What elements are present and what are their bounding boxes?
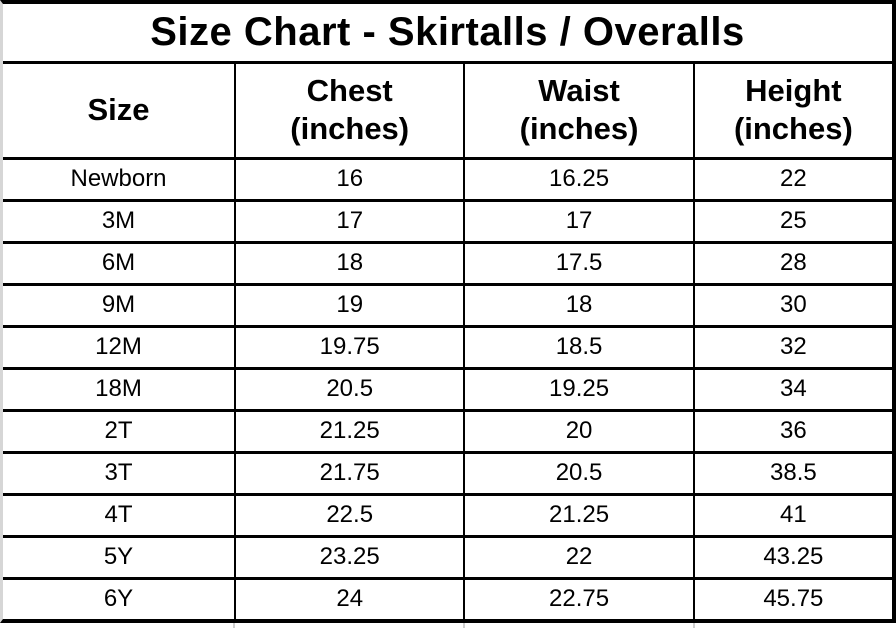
height-value: 36	[692, 408, 892, 454]
size-value: 6Y	[3, 576, 237, 619]
waist-value: 18	[463, 282, 695, 328]
table-row: 5Y 23.25 22 43.25	[3, 534, 892, 580]
size-value: 4T	[3, 492, 237, 538]
title-row: Size Chart - Skirtalls / Overalls	[3, 4, 892, 64]
waist-value: 22	[463, 534, 695, 580]
chest-value: 16	[234, 156, 466, 202]
chest-value: 20.5	[234, 366, 466, 412]
table-row: 2T 21.25 20 36	[3, 408, 892, 454]
column-header-chest: Chest (inches)	[234, 60, 466, 160]
waist-value: 20.5	[463, 450, 695, 496]
header-chest-sub: (inches)	[290, 111, 410, 147]
header-height-label: Height	[745, 73, 842, 109]
size-chart: Size Chart - Skirtalls / Overalls Size C…	[3, 4, 892, 619]
chest-value: 22.5	[234, 492, 466, 538]
table-row: 18M 20.5 19.25 34	[3, 366, 892, 412]
column-divider-stub	[233, 623, 235, 628]
table-row: 6M 18 17.5 28	[3, 240, 892, 286]
height-value: 32	[692, 324, 892, 370]
header-height-sub: (inches)	[733, 111, 853, 147]
size-value: 5Y	[3, 534, 237, 580]
header-size-label: Size	[87, 92, 150, 128]
chest-value: 21.75	[234, 450, 466, 496]
height-value: 34	[692, 366, 892, 412]
height-value: 30	[692, 282, 892, 328]
table-row: 4T 22.5 21.25 41	[3, 492, 892, 538]
waist-value: 18.5	[463, 324, 695, 370]
height-value: 22	[692, 156, 892, 202]
column-header-height: Height (inches)	[692, 60, 892, 160]
header-chest-label: Chest	[306, 73, 393, 109]
size-value: 6M	[3, 240, 237, 286]
header-waist-label: Waist	[538, 73, 620, 109]
waist-value: 16.25	[463, 156, 695, 202]
chest-value: 19.75	[234, 324, 466, 370]
size-value: 3T	[3, 450, 237, 496]
height-value: 25	[692, 198, 892, 244]
column-divider-stub	[463, 623, 465, 628]
column-header-size: Size	[3, 60, 237, 160]
height-value: 28	[692, 240, 892, 286]
size-value: 18M	[3, 366, 237, 412]
table-title: Size Chart - Skirtalls / Overalls	[3, 4, 892, 64]
header-waist-sub: (inches)	[519, 111, 639, 147]
chest-value: 17	[234, 198, 466, 244]
chest-value: 24	[234, 576, 466, 619]
header-row: Size Chest (inches) Waist (inches) Height(…	[3, 60, 892, 160]
size-value: 12M	[3, 324, 237, 370]
size-value: 3M	[3, 198, 237, 244]
height-value: 38.5	[692, 450, 892, 496]
height-value: 41	[692, 492, 892, 538]
size-value: 9M	[3, 282, 237, 328]
waist-value: 20	[463, 408, 695, 454]
column-header-waist: Waist (inches)	[463, 60, 695, 160]
table-row: Newborn 16 16.25 22	[3, 156, 892, 202]
table-row: 3T 21.75 20.5 38.5	[3, 450, 892, 496]
waist-value: 21.25	[463, 492, 695, 538]
height-value: 43.25	[692, 534, 892, 580]
size-value: Newborn	[3, 156, 237, 202]
chest-value: 23.25	[234, 534, 466, 580]
chest-value: 21.25	[234, 408, 466, 454]
waist-value: 19.25	[463, 366, 695, 412]
waist-value: 17	[463, 198, 695, 244]
table-row: 3M 17 17 25	[3, 198, 892, 244]
height-value: 45.75	[692, 576, 892, 619]
column-divider-stub	[693, 623, 695, 628]
table-row: 9M 19 18 30	[3, 282, 892, 328]
size-value: 2T	[3, 408, 237, 454]
waist-value: 22.75	[463, 576, 695, 619]
table-bottom-edge	[0, 623, 896, 628]
chest-value: 18	[234, 240, 466, 286]
table-row: 6Y 24 22.75 45.75	[3, 576, 892, 619]
waist-value: 17.5	[463, 240, 695, 286]
chest-value: 19	[234, 282, 466, 328]
table-row: 12M 19.75 18.5 32	[3, 324, 892, 370]
